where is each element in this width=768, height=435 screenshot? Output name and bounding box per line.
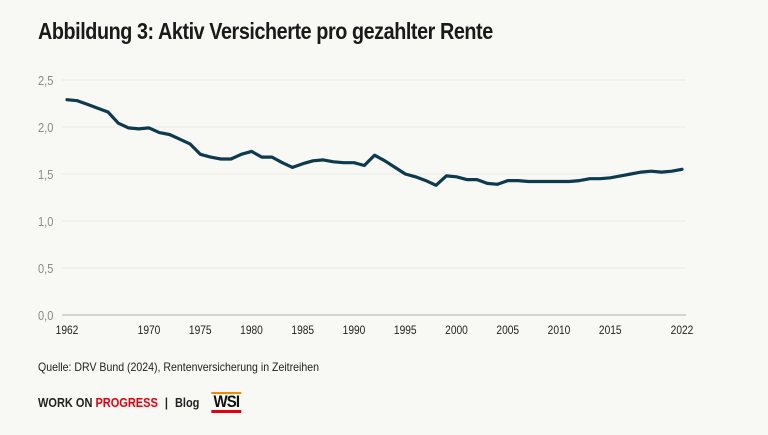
y-tick-label: 2,5 [38, 73, 54, 88]
y-tick-label: 2,0 [38, 120, 54, 135]
x-tick-label: 2015 [599, 324, 622, 337]
x-tick-label: 2010 [548, 324, 571, 337]
x-tick-label: 2005 [496, 324, 519, 337]
brand-blog: Blog [174, 395, 200, 410]
x-tick-label: 1962 [56, 324, 79, 337]
x-tick-label: 1980 [240, 324, 263, 337]
chart-title: Abbildung 3: Aktiv Versicherte pro gezah… [38, 18, 493, 44]
y-tick-label: 0,5 [38, 261, 54, 276]
y-tick-label: 1,5 [38, 167, 54, 182]
x-tick-label: 1995 [394, 324, 417, 337]
brand-progress: PROGRESS [95, 395, 158, 410]
y-tick-label: 0,0 [38, 308, 54, 323]
x-tick-label: 1970 [138, 324, 161, 337]
y-tick-label: 1,0 [38, 214, 54, 229]
source-note: Quelle: DRV Bund (2024), Rentenversicher… [38, 360, 319, 374]
brand-work-on: WORK ON [38, 395, 96, 410]
x-tick-label: 1990 [343, 324, 366, 337]
brand-separator: | [164, 395, 168, 410]
x-tick-label: 2000 [445, 324, 468, 337]
x-tick-label: 1975 [189, 324, 212, 337]
series-line [65, 98, 684, 187]
footer-branding: WORK ON PROGRESS | Blog WSI [38, 392, 241, 413]
x-tick-label: 2022 [671, 324, 694, 337]
x-tick-label: 1985 [291, 324, 314, 337]
wsi-logo: WSI [211, 392, 241, 413]
